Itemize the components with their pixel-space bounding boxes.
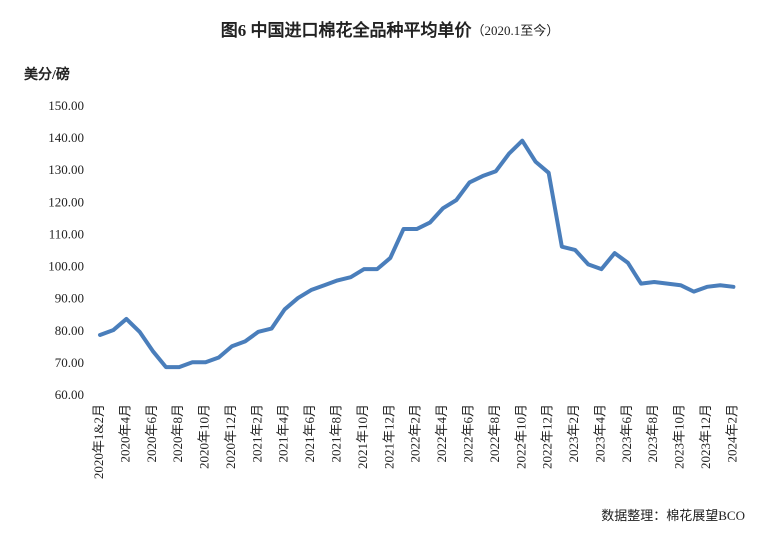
chart-title-group: 图6 中国进口棉花全品种平均单价（2020.1至今） [221,20,560,40]
x-tick-label: 2024年2月 [724,404,739,463]
x-tick-label: 2022年2月 [408,404,423,463]
x-tick-label: 2022年6月 [460,404,475,463]
y-tick-label: 140.00 [48,130,84,145]
y-tick-label: 80.00 [55,323,84,338]
x-tick-label: 2021年8月 [329,404,344,463]
data-line [97,138,736,370]
x-tick-label: 2021年2月 [249,404,264,463]
x-tick-label: 2023年12月 [698,404,713,469]
x-tick-label: 2020年1&2月 [91,404,106,479]
x-tick-label: 2020年4月 [117,404,132,463]
chart-title: 图6 中国进口棉花全品种平均单价 [221,20,473,40]
x-tick-label: 2023年4月 [592,404,607,463]
x-tick-label: 2023年8月 [645,404,660,463]
y-tick-label: 70.00 [55,355,84,370]
x-tick-label: 2023年10月 [672,404,687,469]
y-tick-label: 110.00 [49,226,84,241]
x-tick-label: 2021年12月 [381,404,396,469]
x-tick-label: 2021年4月 [276,404,291,463]
x-tick-label: 2022年8月 [487,404,502,463]
x-tick-label: 2022年4月 [434,404,449,463]
x-tick-label: 2022年12月 [540,404,555,469]
x-tick-label: 2023年6月 [619,404,634,463]
y-tick-label: 60.00 [55,387,84,402]
y-axis-label: 美分/磅 [24,66,70,83]
x-tick-label: 2021年6月 [302,404,317,463]
chart-subtitle: （2020.1至今） [471,23,559,38]
x-tick-label: 2022年10月 [513,404,528,469]
x-tick-label: 2021年10月 [355,404,370,469]
y-tick-label: 90.00 [55,291,84,306]
x-tick-label: 2020年8月 [170,404,185,463]
x-tick-label: 2020年12月 [223,404,238,469]
y-tick-label: 100.00 [48,259,84,274]
x-tick-label: 2020年10月 [197,404,212,469]
x-tick-label: 2023年2月 [566,404,581,463]
y-tick-label: 120.00 [48,194,84,209]
source-note: 数据整理：棉花展望BCO [601,508,745,523]
y-tick-label: 130.00 [48,162,84,177]
y-tick-label: 150.00 [48,98,84,113]
x-tick-label: 2020年6月 [144,404,159,463]
